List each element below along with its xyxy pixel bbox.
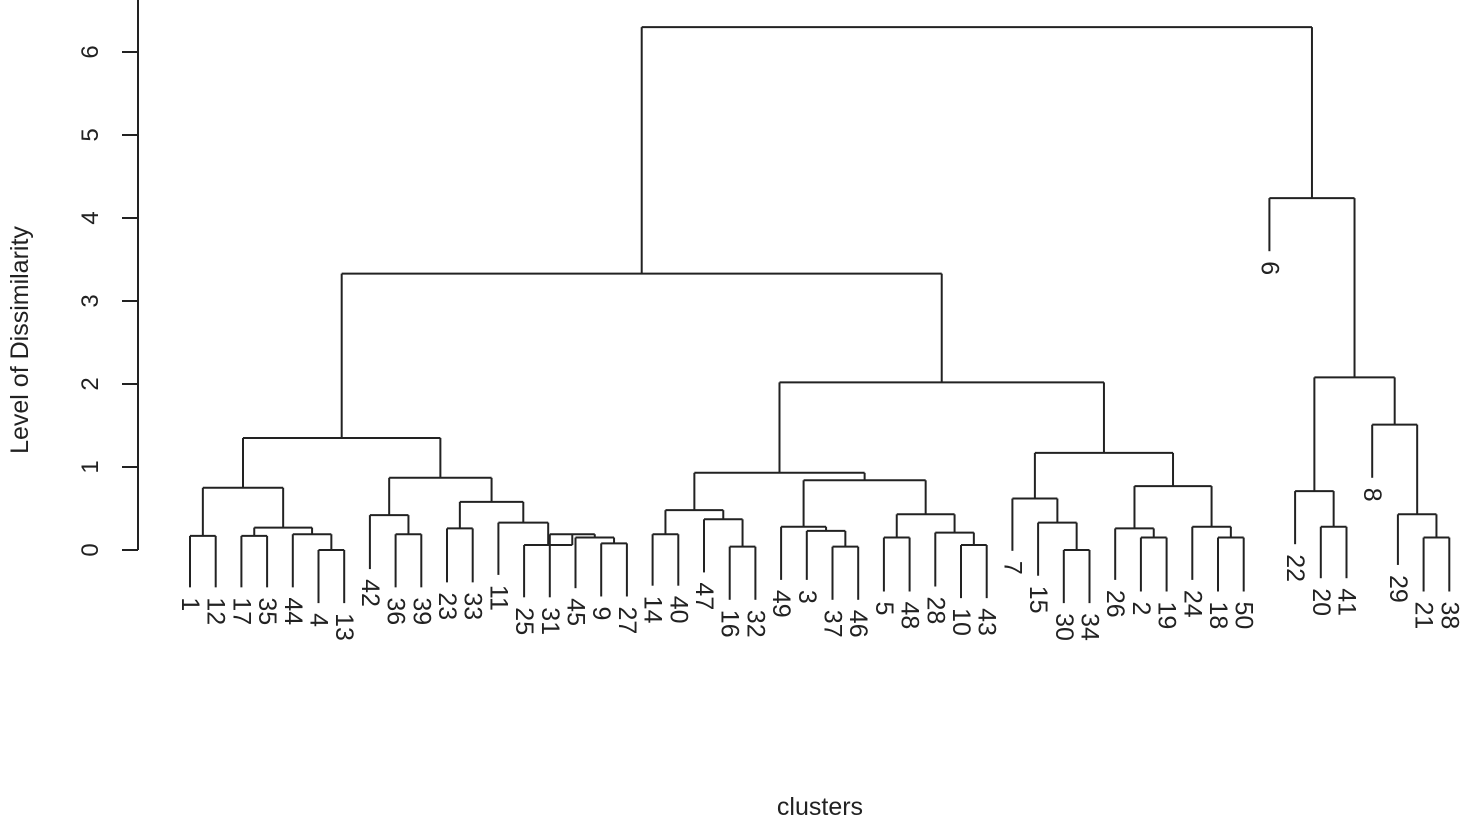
leaf-label-6: 6 bbox=[1255, 261, 1283, 275]
y-tick-label-6: 6 bbox=[77, 45, 104, 58]
leaf-label-42: 42 bbox=[356, 579, 384, 607]
leaf-label-5: 5 bbox=[870, 602, 898, 616]
leaf-label-25: 25 bbox=[510, 607, 538, 635]
leaf-label-32: 32 bbox=[741, 610, 769, 638]
leaf-label-18: 18 bbox=[1204, 602, 1232, 630]
leaf-label-14: 14 bbox=[639, 596, 667, 624]
leaf-label-15: 15 bbox=[1024, 586, 1052, 614]
leaf-label-29: 29 bbox=[1384, 575, 1412, 603]
leaf-label-13: 13 bbox=[330, 613, 358, 641]
y-tick-label-4: 4 bbox=[77, 211, 104, 224]
leaf-label-2: 2 bbox=[1127, 602, 1155, 616]
leaf-label-47: 47 bbox=[690, 582, 718, 610]
leaf-label-12: 12 bbox=[202, 597, 230, 625]
leaf-label-43: 43 bbox=[973, 608, 1001, 636]
leaf-label-49: 49 bbox=[767, 590, 795, 618]
y-axis: 0 1 2 3 4 5 6 bbox=[77, 0, 139, 557]
leaf-label-40: 40 bbox=[664, 596, 692, 624]
leaf-label-24: 24 bbox=[1178, 590, 1206, 618]
leaf-label-31: 31 bbox=[536, 607, 564, 635]
leaf-label-41: 41 bbox=[1333, 588, 1361, 616]
leaf-label-23: 23 bbox=[433, 592, 461, 620]
y-axis-title: Level of Dissimilarity bbox=[6, 226, 34, 454]
leaf-label-19: 19 bbox=[1153, 602, 1181, 630]
leaf-label-7: 7 bbox=[998, 561, 1026, 575]
leaf-label-17: 17 bbox=[227, 597, 255, 625]
leaf-label-50: 50 bbox=[1230, 602, 1258, 630]
leaf-labels: 1121735444134236392333112531459271440471… bbox=[176, 261, 1463, 641]
leaf-label-45: 45 bbox=[562, 598, 590, 626]
leaf-label-35: 35 bbox=[253, 597, 281, 625]
leaf-label-44: 44 bbox=[279, 597, 307, 625]
y-tick-label-3: 3 bbox=[77, 294, 104, 307]
leaf-label-1: 1 bbox=[176, 597, 204, 611]
leaf-label-48: 48 bbox=[896, 602, 924, 630]
leaf-label-38: 38 bbox=[1435, 602, 1463, 630]
dendrogram-branches bbox=[189, 26, 1451, 604]
leaf-label-10: 10 bbox=[947, 608, 975, 636]
leaf-label-26: 26 bbox=[1101, 590, 1129, 618]
leaf-label-39: 39 bbox=[407, 597, 435, 625]
leaf-label-37: 37 bbox=[819, 610, 847, 638]
leaf-label-34: 34 bbox=[1076, 613, 1104, 641]
leaf-label-46: 46 bbox=[844, 610, 872, 638]
leaf-label-21: 21 bbox=[1410, 602, 1438, 630]
x-axis-title: clusters bbox=[777, 793, 863, 821]
leaf-label-8: 8 bbox=[1358, 488, 1386, 502]
leaf-label-4: 4 bbox=[305, 613, 333, 627]
leaf-label-33: 33 bbox=[459, 592, 487, 620]
leaf-label-9: 9 bbox=[587, 606, 615, 620]
leaf-label-30: 30 bbox=[1050, 613, 1078, 641]
y-tick-label-0: 0 bbox=[77, 543, 104, 556]
leaf-label-3: 3 bbox=[793, 590, 821, 604]
leaf-label-20: 20 bbox=[1307, 588, 1335, 616]
y-tick-label-1: 1 bbox=[77, 460, 104, 473]
leaf-label-28: 28 bbox=[921, 597, 949, 625]
leaf-label-16: 16 bbox=[716, 610, 744, 638]
leaf-label-36: 36 bbox=[382, 597, 410, 625]
leaf-label-27: 27 bbox=[613, 606, 641, 634]
y-tick-label-5: 5 bbox=[77, 128, 104, 141]
leaf-label-11: 11 bbox=[484, 585, 512, 611]
leaf-label-22: 22 bbox=[1281, 554, 1309, 582]
y-tick-label-2: 2 bbox=[77, 377, 104, 390]
